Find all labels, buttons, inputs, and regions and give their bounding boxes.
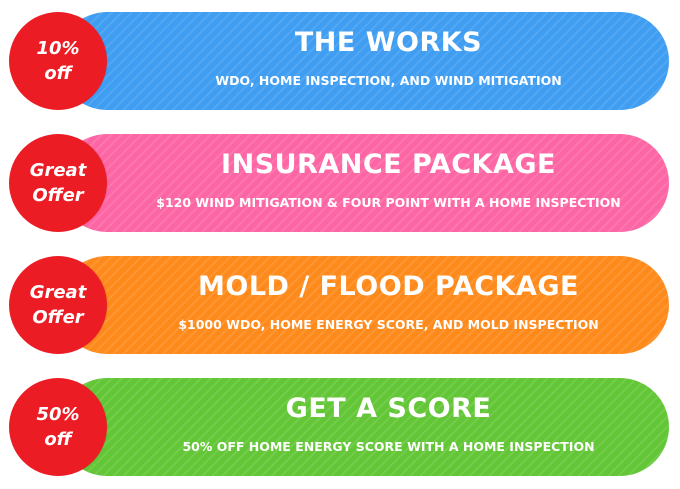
package-title: MOLD / FLOOD PACKAGE [198,271,579,302]
badge-line1: Great [29,160,87,181]
package-band[interactable]: THE WORKS WDO, HOME INSPECTION, AND WIND… [58,12,669,110]
discount-badge: 50% off [9,378,107,476]
badge-line2: Offer [32,307,84,328]
badge-line1: 10% [36,38,80,59]
package-subtitle: $120 WIND MITIGATION & FOUR POINT WITH A… [156,195,621,210]
badge-line2: Offer [32,185,84,206]
package-band[interactable]: INSURANCE PACKAGE $120 WIND MITIGATION &… [58,134,669,232]
package-title: INSURANCE PACKAGE [221,149,556,180]
package-subtitle: WDO, HOME INSPECTION, AND WIND MITIGATIO… [215,73,562,88]
badge-line1: Great [29,282,87,303]
package-subtitle: 50% OFF HOME ENERGY SCORE WITH A HOME IN… [182,439,595,454]
package-band[interactable]: GET A SCORE 50% OFF HOME ENERGY SCORE WI… [58,378,669,476]
package-band[interactable]: MOLD / FLOOD PACKAGE $1000 WDO, HOME ENE… [58,256,669,354]
package-title: GET A SCORE [285,393,492,424]
badge-line1: 50% [36,404,80,425]
offer-badge: Great Offer [9,256,107,354]
badge-line2: off [44,429,72,450]
package-get-a-score[interactable]: GET A SCORE 50% OFF HOME ENERGY SCORE WI… [9,378,669,476]
package-mold-flood[interactable]: MOLD / FLOOD PACKAGE $1000 WDO, HOME ENE… [9,256,669,354]
package-insurance[interactable]: INSURANCE PACKAGE $120 WIND MITIGATION &… [9,134,669,232]
offer-badge: Great Offer [9,134,107,232]
badge-line2: off [44,63,72,84]
package-the-works[interactable]: THE WORKS WDO, HOME INSPECTION, AND WIND… [9,12,669,110]
package-title: THE WORKS [294,27,483,58]
package-subtitle: $1000 WDO, HOME ENERGY SCORE, AND MOLD I… [178,317,599,332]
discount-badge: 10% off [9,12,107,110]
